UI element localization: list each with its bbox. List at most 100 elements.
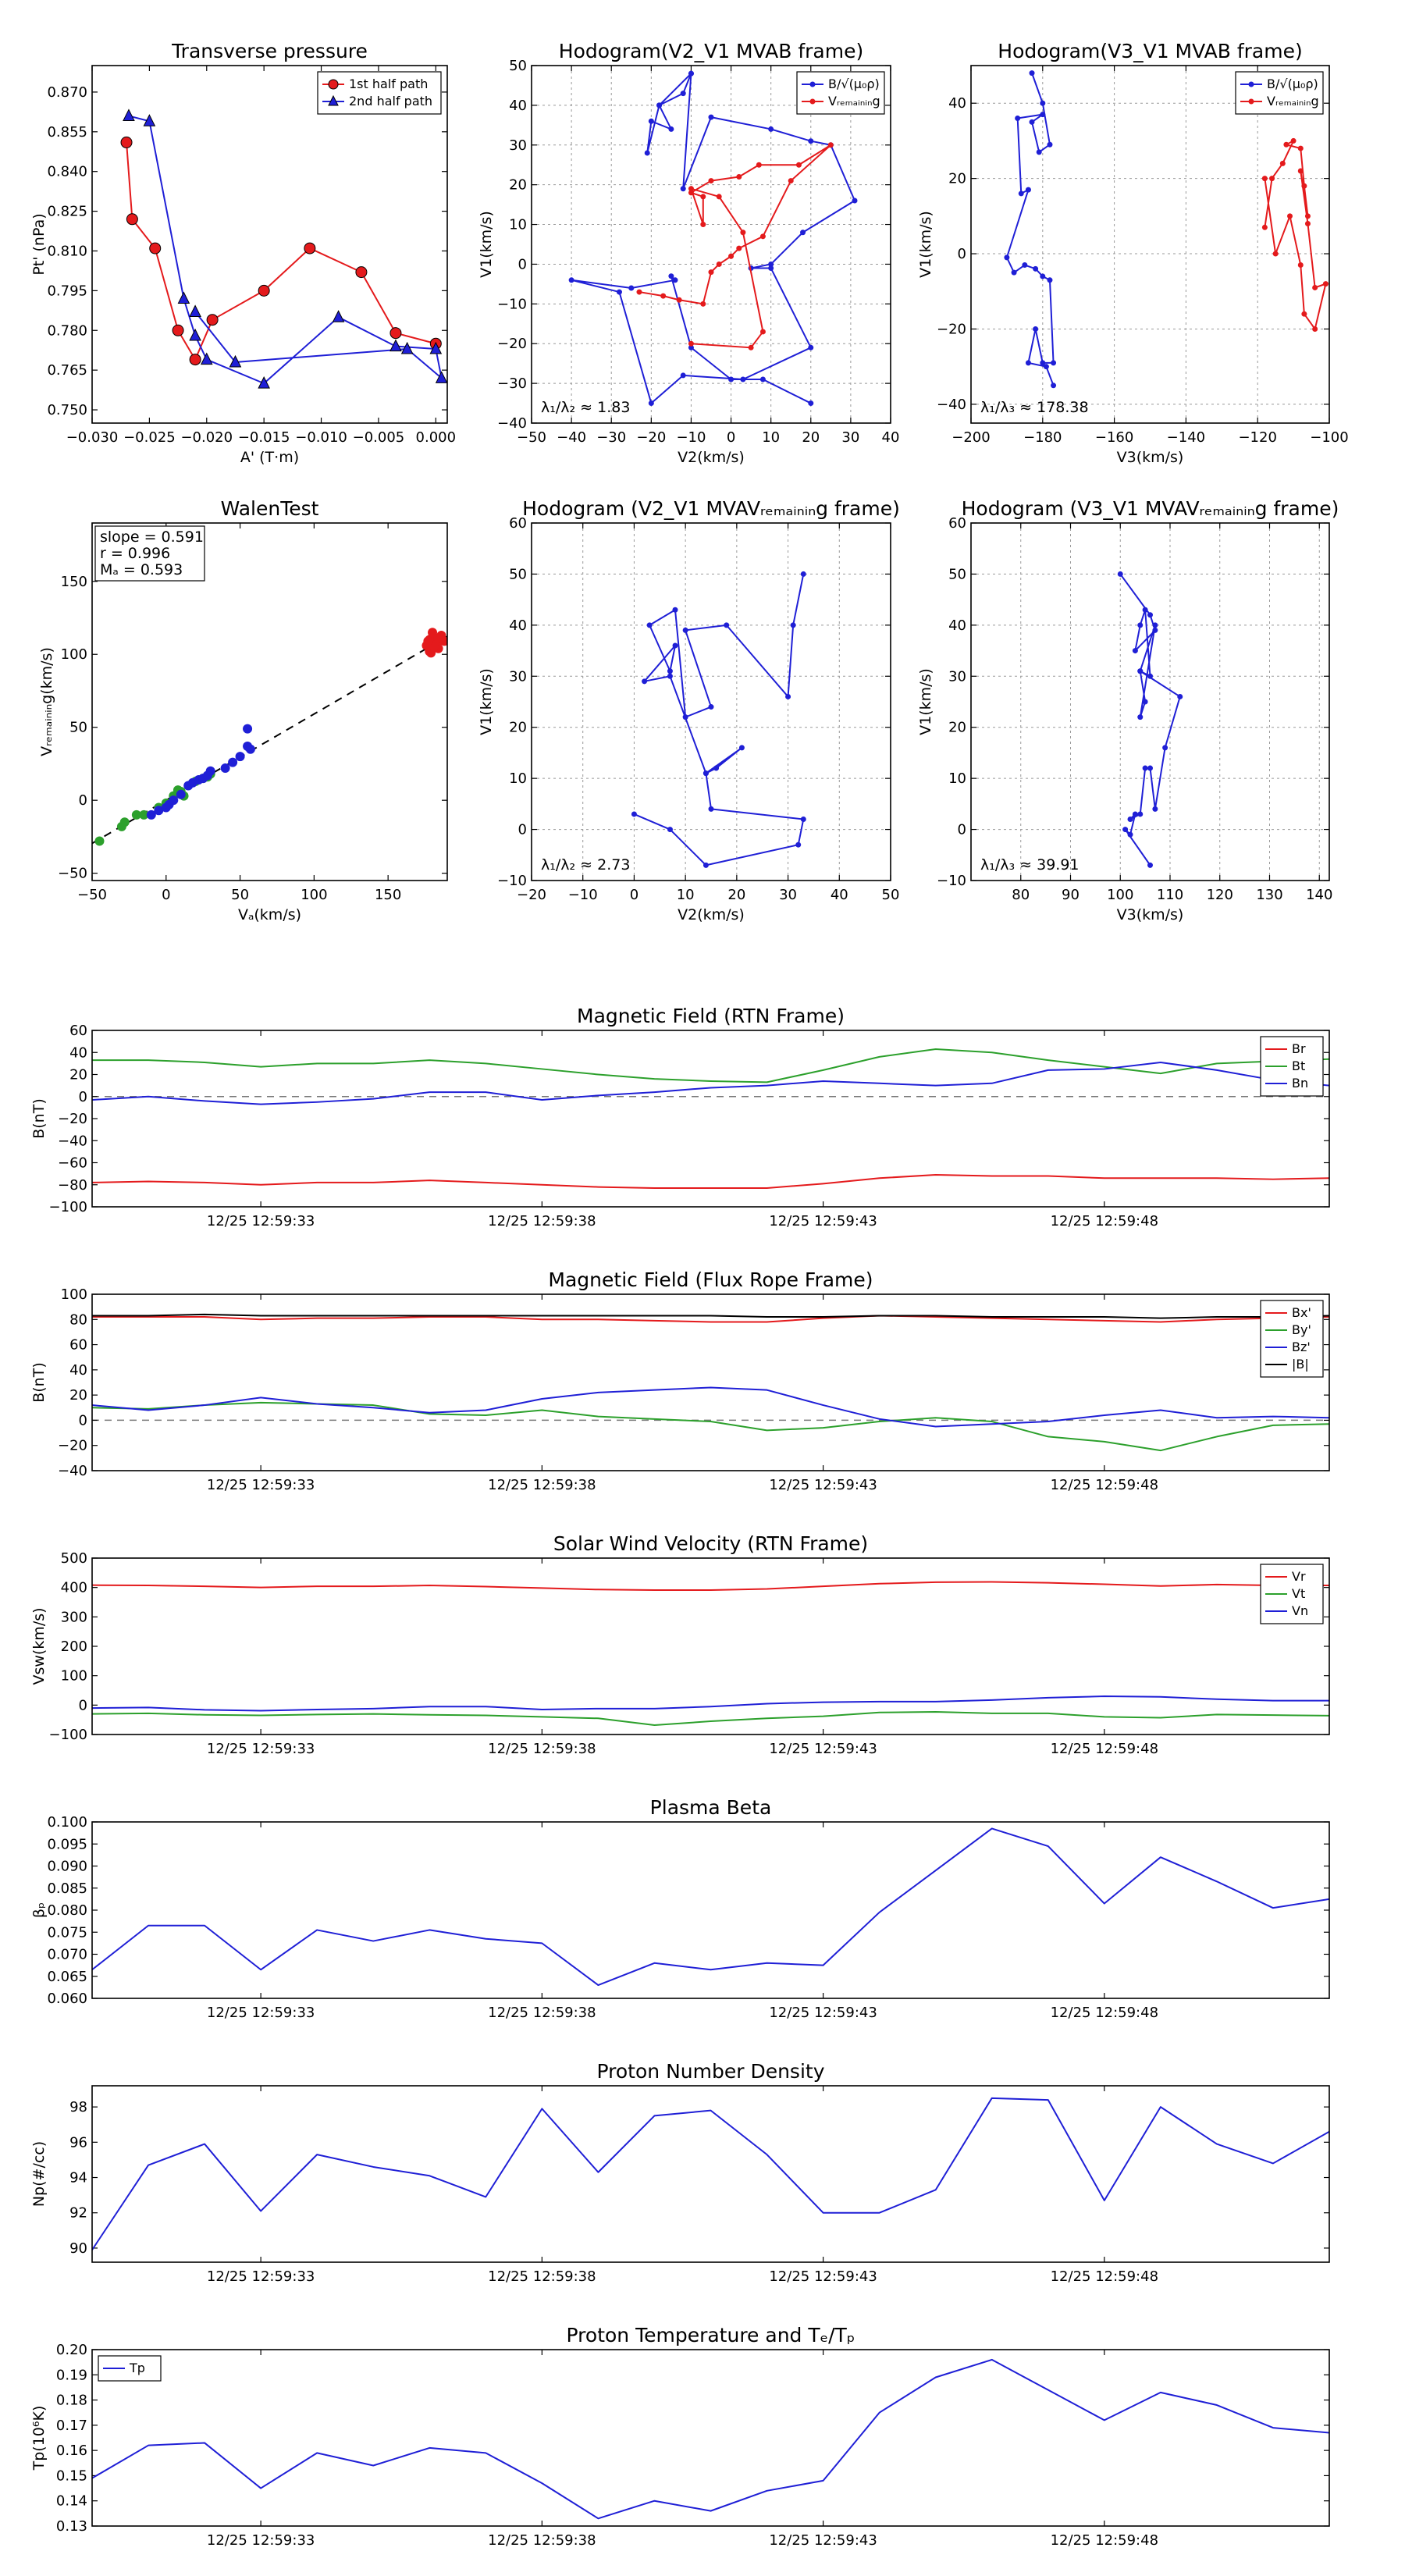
chart3-series-1-point <box>169 795 179 806</box>
chart0-ytick-label: 0.825 <box>47 204 87 220</box>
chart1-series-1-point <box>748 344 754 350</box>
chart1-xtick-label: 10 <box>762 429 780 446</box>
chart0-data <box>120 109 447 389</box>
chart5-series-0-point <box>1137 668 1144 674</box>
chart5-series-0-point <box>1147 765 1153 771</box>
chart3-ytick-label: 0 <box>79 792 87 809</box>
chart10-title: Proton Number Density <box>597 2060 825 2083</box>
chart2-series-0-point <box>1025 360 1031 366</box>
chart2-series-0-point <box>1040 360 1046 366</box>
chart1-series-0-point <box>672 277 678 283</box>
chart9-ytick-label: 0.100 <box>47 1814 87 1831</box>
chart5-series-0-point <box>1117 571 1123 577</box>
chart3-series-1-point <box>243 724 253 734</box>
chart4-series-0-point <box>702 862 709 868</box>
chart2-series-1-point <box>1322 281 1329 287</box>
chart1-series-1-line <box>638 144 832 349</box>
chart9-series-0-line <box>92 1827 1329 1987</box>
chart4-series-0-point <box>800 571 806 577</box>
chart3-stats-text: r = 0.996 <box>100 545 170 562</box>
chart8-legend-label: Vr <box>1292 1569 1306 1584</box>
panel-proton-temperature: 12/25 12:59:33 12/25 12:59:38 12/25 12:59:… <box>30 2324 1330 2549</box>
chart1-ytick-label: −40 <box>497 415 527 432</box>
chart2-series-1-point <box>1269 176 1275 182</box>
chart1-series-1-point <box>759 329 766 335</box>
chart4-frame <box>531 522 891 881</box>
chart1-ytick-label: 40 <box>509 98 527 114</box>
chart3-xlabel: Vₐ(km/s) <box>238 906 301 923</box>
chart1-legend-label: B/√(μ₀ρ) <box>828 76 880 91</box>
chart6-ytick-label: 60 <box>69 1023 87 1039</box>
chart6-legend-label: Br <box>1292 1041 1306 1056</box>
chart8-series-0-line <box>92 1581 1329 1592</box>
chart2-series-0-point <box>1025 187 1031 193</box>
chart5-title: Hodogram (V3_V1 MVAVᵣₑₘₐᵢₙᵢₙg frame) <box>962 497 1339 520</box>
chart1-xtick-label: 0 <box>727 429 735 446</box>
chart4-xtick-label: −20 <box>517 887 546 903</box>
chart0-ytick-label: 0.765 <box>47 362 87 379</box>
chart0-legend-label: 1st half path <box>349 76 428 91</box>
chart4-ytick-label: −10 <box>497 873 527 889</box>
chart5-series-0-point <box>1162 745 1168 751</box>
chart3-series-0-point <box>131 809 141 820</box>
chart3-ytick-label: 150 <box>61 574 87 590</box>
chart0-series-1-point <box>429 341 443 354</box>
chart5-series-0-point <box>1152 627 1158 633</box>
chart1-series-0-point <box>656 102 663 109</box>
chart3-ylabel: Vᵣₑₘₐᵢₙᵢₙg(km/s) <box>38 647 55 756</box>
chart10-ytick-label: 96 <box>69 2134 87 2151</box>
chart5-ytick-label: 30 <box>948 668 966 685</box>
chart3-series-1-point <box>245 744 255 754</box>
chart2-series-1-point <box>1297 262 1304 269</box>
chart3-stats-text: Mₐ = 0.593 <box>100 561 183 578</box>
chart5-series-0-point <box>1137 811 1144 817</box>
chart3-xtick-label: 0 <box>162 887 170 903</box>
chart1-series-1-point <box>700 194 706 200</box>
chart3-ytick-label: 100 <box>61 646 87 663</box>
chart9-ytick-label: 0.085 <box>47 1880 87 1897</box>
chart0-frame <box>91 65 448 424</box>
chart1-legend-label: Vᵣₑₘₐᵢₙᵢₙg <box>828 94 880 109</box>
chart2-series-0-point <box>1004 254 1010 261</box>
chart5-series-0-point <box>1177 693 1183 699</box>
chart11-data <box>92 2358 1329 2520</box>
chart4-series-0-point <box>682 627 688 633</box>
chart3-series-1-point <box>146 809 156 820</box>
chart2-series-0-point <box>1033 326 1039 332</box>
chart2-series-1-point <box>1304 213 1311 219</box>
chart7-ytick-label: 100 <box>61 1286 87 1303</box>
chart0-series-0-point <box>355 266 368 279</box>
chart3-series-1-point <box>176 789 186 799</box>
chart6-ytick-label: 0 <box>79 1089 87 1105</box>
chart1-series-1-point <box>716 261 722 267</box>
chart7-legend-label: By' <box>1292 1322 1311 1337</box>
panel-proton-number-density: 12/25 12:59:33 12/25 12:59:38 12/25 12:59:… <box>30 2060 1330 2285</box>
chart5-series-0-point <box>1137 622 1144 628</box>
chart2-data <box>1004 70 1329 389</box>
chart2-xtick-label: −200 <box>951 429 990 446</box>
chart2-series-0-point <box>1018 190 1024 197</box>
chart2-series-0-point <box>1029 70 1035 76</box>
chart3-series-2-point <box>433 633 443 643</box>
chart2-series-0-point <box>1029 119 1035 125</box>
chart3-xtick-label: −50 <box>77 887 107 903</box>
chart2-xtick-label: −140 <box>1167 429 1205 446</box>
chart2-series-1-point <box>1261 176 1268 182</box>
chart8-ytick-label: 400 <box>61 1580 87 1596</box>
chart6-xtick-label: 12/25 12:59:38 <box>488 1213 596 1229</box>
chart0-series-0-point <box>258 284 270 297</box>
chart2-series-0-point <box>1040 112 1046 118</box>
chart1-series-1-point <box>636 289 642 295</box>
chart3-series-1-point <box>235 752 245 762</box>
chart0-series-0-point <box>304 242 316 254</box>
chart0-series-1-point <box>389 339 402 352</box>
chart1-ytick-label: 50 <box>509 58 527 74</box>
chart4-series-0-point <box>724 622 730 628</box>
chart0-series-1-point <box>332 310 345 322</box>
chart2-series-0-point <box>1051 360 1057 366</box>
chart0-xtick-label: 0.000 <box>416 429 457 446</box>
chart11-legend-label: Tp <box>129 2361 145 2375</box>
chart7-ytick-label: 0 <box>79 1412 87 1429</box>
chart3-series-2-point <box>428 628 438 638</box>
chart1-series-0-point <box>680 91 686 97</box>
